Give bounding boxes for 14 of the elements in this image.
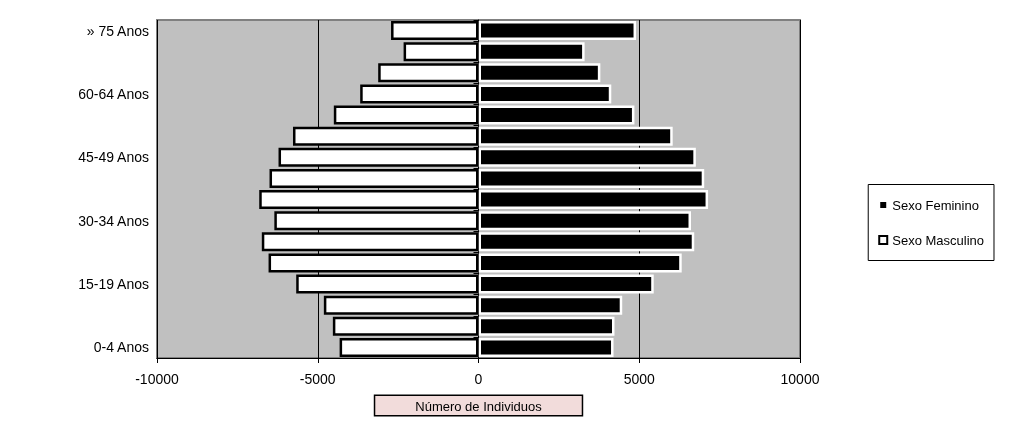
y-tick-label: 30-34 Anos xyxy=(78,212,149,229)
legend-label: Sexo Masculino xyxy=(892,232,985,248)
x-tick-label: 0 xyxy=(474,371,483,387)
x-tick-label: 5000 xyxy=(623,371,656,387)
y-tick-label: 60-64 Anos xyxy=(78,85,149,102)
y-tick-label: 0-4 Anos xyxy=(93,339,149,356)
x-tick-label: -5000 xyxy=(299,371,336,387)
x-tick-label: 10000 xyxy=(780,371,820,387)
y-tick-label: 15-19 Anos xyxy=(78,276,149,293)
y-tick-label: 45-49 Anos xyxy=(78,149,149,166)
x-tick-label: -10000 xyxy=(135,371,180,387)
y-tick-label: » 75 Anos xyxy=(86,22,149,39)
x-axis-title: Número de Individuos xyxy=(415,399,543,414)
legend-label: Sexo Feminino xyxy=(892,197,979,213)
